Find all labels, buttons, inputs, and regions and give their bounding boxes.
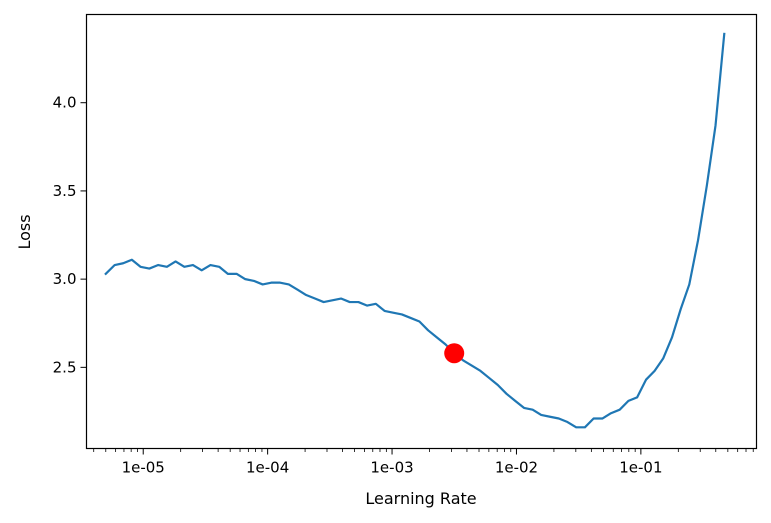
x-tick-label: 1e-01	[619, 459, 662, 477]
y-axis-ticks: 2.5 3.0 3.5 4.0	[53, 94, 87, 376]
x-tick-label: 1e-02	[495, 459, 538, 477]
y-axis-label: Loss	[15, 214, 34, 249]
loss-curve	[104, 32, 726, 429]
x-tick-label: 1e-05	[122, 459, 165, 477]
plot-area	[86, 14, 757, 449]
y-tick-label: 2.5	[53, 358, 77, 376]
y-tick-label: 3.5	[53, 182, 77, 200]
y-tick-label: 4.0	[53, 94, 77, 112]
x-axis-label: Learning Rate	[365, 489, 476, 508]
suggested-lr-marker	[444, 343, 465, 364]
plot-frame	[85, 13, 758, 450]
x-axis-ticks: 1e-05 1e-04 1e-03 1e-02 1e-01	[93, 448, 754, 477]
y-tick-label: 3.0	[53, 270, 77, 288]
x-tick-label: 1e-03	[370, 459, 413, 477]
x-tick-label: 1e-04	[246, 459, 289, 477]
